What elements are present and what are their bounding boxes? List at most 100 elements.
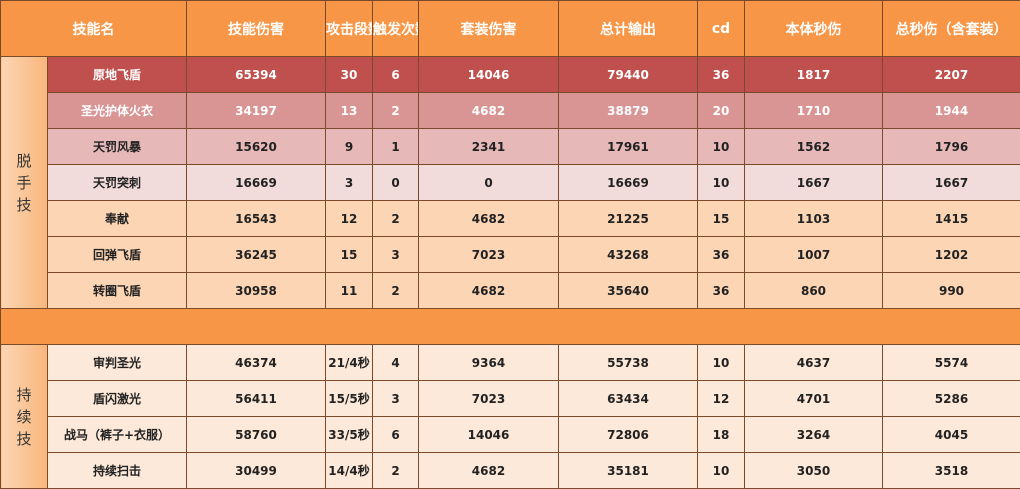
- value-cell[interactable]: 16669: [559, 165, 698, 201]
- value-cell[interactable]: 1667: [745, 165, 883, 201]
- value-cell[interactable]: 1415: [883, 201, 1020, 237]
- skill-name-cell[interactable]: 原地飞盾: [48, 57, 187, 93]
- value-cell[interactable]: 21/4秒: [326, 345, 373, 381]
- value-cell[interactable]: 6: [373, 57, 419, 93]
- value-cell[interactable]: 990: [883, 273, 1020, 309]
- column-header[interactable]: 技能伤害: [187, 1, 326, 57]
- skill-name-cell[interactable]: 天罚突刺: [48, 165, 187, 201]
- value-cell[interactable]: 3: [326, 165, 373, 201]
- skill-name-cell[interactable]: 审判圣光: [48, 345, 187, 381]
- value-cell[interactable]: 15/5秒: [326, 381, 373, 417]
- value-cell[interactable]: 9364: [419, 345, 559, 381]
- value-cell[interactable]: 36: [698, 273, 745, 309]
- value-cell[interactable]: 1: [373, 129, 419, 165]
- value-cell[interactable]: 56411: [187, 381, 326, 417]
- value-cell[interactable]: 4682: [419, 201, 559, 237]
- skill-name-cell[interactable]: 圣光护体火衣: [48, 93, 187, 129]
- value-cell[interactable]: 0: [419, 165, 559, 201]
- value-cell[interactable]: 0: [373, 165, 419, 201]
- value-cell[interactable]: 15620: [187, 129, 326, 165]
- column-header[interactable]: 技能名: [1, 1, 187, 57]
- value-cell[interactable]: 79440: [559, 57, 698, 93]
- value-cell[interactable]: 3: [373, 237, 419, 273]
- value-cell[interactable]: 2341: [419, 129, 559, 165]
- value-cell[interactable]: 10: [698, 129, 745, 165]
- value-cell[interactable]: 7023: [419, 381, 559, 417]
- value-cell[interactable]: 65394: [187, 57, 326, 93]
- value-cell[interactable]: 30499: [187, 453, 326, 489]
- value-cell[interactable]: 38879: [559, 93, 698, 129]
- value-cell[interactable]: 58760: [187, 417, 326, 453]
- value-cell[interactable]: 36: [698, 57, 745, 93]
- value-cell[interactable]: 4637: [745, 345, 883, 381]
- value-cell[interactable]: 1796: [883, 129, 1020, 165]
- group-label[interactable]: 脱 手 技: [1, 57, 48, 309]
- value-cell[interactable]: 36245: [187, 237, 326, 273]
- column-header[interactable]: 本体秒伤: [745, 1, 883, 57]
- value-cell[interactable]: 2: [373, 453, 419, 489]
- value-cell[interactable]: 14046: [419, 417, 559, 453]
- skill-name-cell[interactable]: 盾闪激光: [48, 381, 187, 417]
- value-cell[interactable]: 1667: [883, 165, 1020, 201]
- column-header[interactable]: 触发次数: [373, 1, 419, 57]
- value-cell[interactable]: 5574: [883, 345, 1020, 381]
- value-cell[interactable]: 2207: [883, 57, 1020, 93]
- value-cell[interactable]: 21225: [559, 201, 698, 237]
- value-cell[interactable]: 16669: [187, 165, 326, 201]
- value-cell[interactable]: 30: [326, 57, 373, 93]
- value-cell[interactable]: 14/4秒: [326, 453, 373, 489]
- value-cell[interactable]: 11: [326, 273, 373, 309]
- value-cell[interactable]: 4701: [745, 381, 883, 417]
- value-cell[interactable]: 2: [373, 201, 419, 237]
- value-cell[interactable]: 20: [698, 93, 745, 129]
- value-cell[interactable]: 10: [698, 165, 745, 201]
- value-cell[interactable]: 9: [326, 129, 373, 165]
- skill-name-cell[interactable]: 回弹飞盾: [48, 237, 187, 273]
- skill-name-cell[interactable]: 转圈飞盾: [48, 273, 187, 309]
- value-cell[interactable]: 4: [373, 345, 419, 381]
- value-cell[interactable]: 10: [698, 453, 745, 489]
- value-cell[interactable]: 3264: [745, 417, 883, 453]
- value-cell[interactable]: 30958: [187, 273, 326, 309]
- column-header[interactable]: 攻击段数: [326, 1, 373, 57]
- value-cell[interactable]: 14046: [419, 57, 559, 93]
- skill-name-cell[interactable]: 天罚风暴: [48, 129, 187, 165]
- value-cell[interactable]: 1817: [745, 57, 883, 93]
- value-cell[interactable]: 4682: [419, 93, 559, 129]
- group-label[interactable]: 持 续 技: [1, 345, 48, 489]
- value-cell[interactable]: 1103: [745, 201, 883, 237]
- value-cell[interactable]: 860: [745, 273, 883, 309]
- value-cell[interactable]: 15: [698, 201, 745, 237]
- value-cell[interactable]: 7023: [419, 237, 559, 273]
- value-cell[interactable]: 36: [698, 237, 745, 273]
- value-cell[interactable]: 12: [698, 381, 745, 417]
- value-cell[interactable]: 2: [373, 93, 419, 129]
- value-cell[interactable]: 1007: [745, 237, 883, 273]
- value-cell[interactable]: 3518: [883, 453, 1020, 489]
- value-cell[interactable]: 3: [373, 381, 419, 417]
- column-header[interactable]: cd: [698, 1, 745, 57]
- value-cell[interactable]: 46374: [187, 345, 326, 381]
- column-header[interactable]: 套装伤害: [419, 1, 559, 57]
- skill-name-cell[interactable]: 奉献: [48, 201, 187, 237]
- skill-name-cell[interactable]: 战马（裤子+衣服）: [48, 417, 187, 453]
- value-cell[interactable]: 3050: [745, 453, 883, 489]
- value-cell[interactable]: 72806: [559, 417, 698, 453]
- value-cell[interactable]: 5286: [883, 381, 1020, 417]
- value-cell[interactable]: 16543: [187, 201, 326, 237]
- value-cell[interactable]: 4045: [883, 417, 1020, 453]
- value-cell[interactable]: 63434: [559, 381, 698, 417]
- value-cell[interactable]: 34197: [187, 93, 326, 129]
- value-cell[interactable]: 33/5秒: [326, 417, 373, 453]
- value-cell[interactable]: 1562: [745, 129, 883, 165]
- value-cell[interactable]: 18: [698, 417, 745, 453]
- column-header[interactable]: 总计输出: [559, 1, 698, 57]
- value-cell[interactable]: 13: [326, 93, 373, 129]
- value-cell[interactable]: 1202: [883, 237, 1020, 273]
- column-header[interactable]: 总秒伤（含套装）: [883, 1, 1020, 57]
- value-cell[interactable]: 10: [698, 345, 745, 381]
- value-cell[interactable]: 35640: [559, 273, 698, 309]
- value-cell[interactable]: 43268: [559, 237, 698, 273]
- value-cell[interactable]: 17961: [559, 129, 698, 165]
- value-cell[interactable]: 55738: [559, 345, 698, 381]
